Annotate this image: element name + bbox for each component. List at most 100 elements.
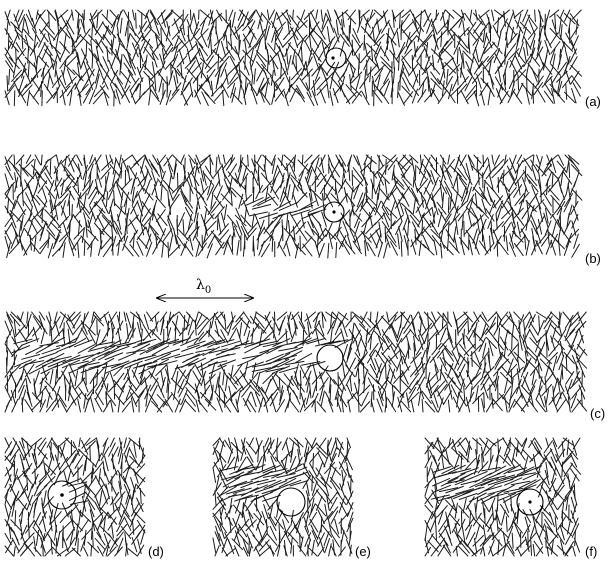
rod: [441, 57, 454, 70]
rod: [231, 11, 236, 28]
rod: [285, 463, 303, 474]
rod: [485, 166, 496, 180]
rod: [380, 56, 392, 68]
rod: [180, 154, 185, 164]
rod: [305, 480, 310, 497]
rod: [552, 441, 559, 457]
rod: [111, 34, 115, 51]
rod: [139, 83, 142, 100]
rod: [503, 60, 509, 77]
rod: [569, 26, 579, 41]
rod: [63, 32, 67, 49]
rod: [80, 365, 100, 373]
rod: [179, 26, 186, 42]
rod: [454, 522, 459, 539]
rod: [510, 504, 517, 520]
rod: [269, 525, 277, 541]
rod: [54, 320, 60, 337]
rod: [570, 333, 578, 349]
rod: [198, 43, 208, 57]
rod: [109, 311, 118, 323]
rod: [225, 391, 236, 404]
rod: [251, 367, 272, 372]
rod: [424, 492, 434, 505]
rod: [516, 27, 522, 43]
rod: [347, 343, 352, 360]
rod: [347, 502, 354, 517]
rod: [515, 50, 526, 64]
rod: [545, 334, 550, 351]
rod: [85, 221, 88, 238]
rod: [459, 371, 466, 387]
rod: [553, 337, 565, 351]
rod: [346, 91, 358, 104]
rod: [11, 34, 19, 49]
rod: [330, 477, 341, 490]
rod: [61, 370, 70, 385]
rod: [326, 82, 330, 99]
rod: [62, 328, 66, 344]
rod: [179, 13, 189, 28]
rod: [142, 323, 152, 338]
rod: [576, 348, 586, 363]
rod: [187, 320, 193, 336]
rod: [433, 38, 439, 54]
rod: [132, 343, 151, 354]
rod: [200, 370, 206, 387]
rod: [94, 53, 103, 68]
rod: [453, 454, 460, 470]
rod: [52, 234, 60, 250]
rod: [125, 494, 131, 510]
rod: [4, 441, 13, 454]
rod: [577, 377, 586, 392]
rod: [339, 454, 347, 470]
rod: [46, 437, 53, 448]
rod: [275, 82, 285, 97]
rod: [192, 226, 200, 241]
rod: [69, 515, 75, 531]
rod: [393, 371, 404, 384]
rod: [94, 366, 106, 379]
rod: [550, 481, 558, 496]
rod: [534, 9, 536, 23]
rod: [523, 479, 541, 490]
rod: [108, 198, 114, 215]
rod: [509, 233, 515, 249]
rod: [31, 491, 42, 505]
rod: [556, 201, 566, 215]
rod: [84, 492, 97, 504]
rod: [578, 328, 585, 344]
rod: [487, 311, 498, 322]
rod: [283, 191, 292, 206]
rod: [43, 525, 53, 540]
rod: [409, 83, 419, 97]
rod: [563, 12, 576, 25]
rod: [278, 390, 284, 406]
rod: [521, 392, 529, 407]
rod: [480, 193, 491, 206]
rod: [72, 314, 81, 329]
rod: [454, 192, 459, 208]
rod: [36, 385, 47, 399]
rod: [465, 457, 477, 470]
rod: [195, 41, 201, 57]
rod: [550, 71, 560, 85]
rod: [403, 235, 409, 251]
rod: [294, 352, 313, 364]
rod: [444, 62, 457, 74]
rod: [278, 354, 298, 361]
rod: [412, 13, 418, 30]
rod: [315, 503, 327, 517]
rod: [210, 362, 216, 378]
rod: [335, 186, 339, 203]
intruder-center-f: [528, 500, 532, 504]
rod: [362, 343, 368, 359]
rod: [194, 235, 204, 250]
rod: [297, 544, 307, 557]
rod: [68, 391, 77, 406]
rod: [68, 377, 72, 394]
rod: [206, 48, 217, 62]
rod: [437, 311, 447, 323]
rod: [289, 480, 309, 487]
rod: [11, 501, 16, 517]
